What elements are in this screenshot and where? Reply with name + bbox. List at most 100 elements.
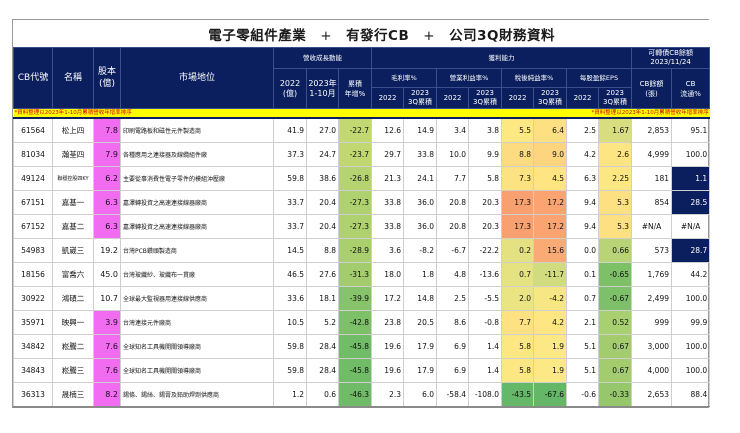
cell-operating-margin-2022[interactable]: -58.4 — [436, 382, 469, 407]
cell-eps-2022[interactable]: -0.6 — [566, 382, 599, 407]
cell-market-position[interactable]: 各種應用之連接器及線纜組件廠 — [120, 142, 274, 167]
table-row[interactable]: 30922 鴻碩二 10.7 全球最大監視器用連接線供應商 33.6 18.1 -39.9 1… — [13, 286, 711, 311]
cell-eps-2022[interactable]: 6.3 — [566, 166, 599, 191]
cell-revenue-2022[interactable]: 37.3 — [273, 142, 307, 167]
cell-revenue-yoy[interactable]: -45.8 — [338, 334, 372, 359]
cell-revenue-2023[interactable]: 20.4 — [306, 214, 339, 239]
cell-cb-balance[interactable]: 573 — [631, 238, 672, 263]
cell-operating-margin-2023[interactable]: -5.5 — [468, 286, 502, 311]
cell-eps-2022[interactable]: 0.1 — [566, 262, 599, 287]
cell-cb-balance[interactable]: 999 — [631, 310, 672, 335]
cell-revenue-2022[interactable]: 10.5 — [273, 310, 307, 335]
cell-cb-balance[interactable]: 2,853 — [631, 117, 672, 143]
cell-revenue-yoy[interactable]: -31.3 — [338, 262, 372, 287]
cell-operating-margin-2022[interactable]: 7.7 — [436, 166, 469, 191]
cell-eps-2022[interactable]: 0.7 — [566, 286, 599, 311]
cell-eps-2023[interactable]: 5.3 — [598, 214, 632, 239]
cell-revenue-2023[interactable]: 18.1 — [306, 286, 339, 311]
cell-market-position[interactable]: 台灣玻纖紗、玻纖布一貫廠 — [120, 262, 274, 287]
cell-net-margin-2022[interactable]: 17.3 — [501, 214, 534, 239]
cell-net-margin-2022[interactable]: 5.8 — [501, 358, 534, 383]
cell-net-margin-2022[interactable]: 7.3 — [501, 166, 534, 191]
cell-cb-float[interactable]: 88.4 — [670, 382, 711, 407]
cell-eps-2022[interactable]: 5.1 — [566, 358, 599, 383]
cell-cb-balance[interactable]: 1,769 — [631, 262, 672, 287]
cell-net-margin-2023[interactable]: -4.2 — [533, 286, 567, 311]
cell-market-position[interactable]: 主要從事消費性電子零件的模組沖壓廠 — [120, 166, 274, 191]
cell-net-margin-2022[interactable]: 7.7 — [501, 310, 534, 335]
cell-gross-margin-2023[interactable]: 36.0 — [403, 214, 437, 239]
table-row[interactable]: 61564 松上四 7.8 印刷電路板和磁性元件製造商 41.9 27.0 -22.7 12.… — [13, 117, 711, 143]
cell-revenue-yoy[interactable]: -39.9 — [338, 286, 372, 311]
cell-gross-margin-2022[interactable]: 33.8 — [371, 214, 404, 239]
table-row[interactable]: 34843 崧騰三 7.6 全球知名工具機開關領導廠商 59.8 28.4 -45.8 19.… — [13, 358, 711, 383]
cell-market-position[interactable]: 全球知名工具機開關領導廠商 — [120, 334, 274, 359]
cell-operating-margin-2022[interactable]: 20.8 — [436, 190, 469, 215]
cell-revenue-2023[interactable]: 5.2 — [306, 310, 339, 335]
cell-capital[interactable]: 7.9 — [93, 142, 121, 167]
cell-eps-2022[interactable]: 9.4 — [566, 190, 599, 215]
cell-revenue-2023[interactable]: 20.4 — [306, 190, 339, 215]
cell-eps-2022[interactable]: 0.0 — [566, 238, 599, 263]
cell-revenue-2023[interactable]: 0.6 — [306, 382, 339, 407]
cell-operating-margin-2022[interactable]: 10.0 — [436, 142, 469, 167]
cell-net-margin-2022[interactable]: 0.2 — [501, 238, 534, 263]
cell-operating-margin-2022[interactable]: 6.9 — [436, 334, 469, 359]
cell-revenue-2023[interactable]: 24.7 — [306, 142, 339, 167]
cell-operating-margin-2022[interactable]: 4.8 — [436, 262, 469, 287]
cell-revenue-yoy[interactable]: -28.9 — [338, 238, 372, 263]
cell-operating-margin-2023[interactable]: -108.0 — [468, 382, 502, 407]
cell-eps-2023[interactable]: 0.66 — [598, 238, 632, 263]
cell-cb-float[interactable]: #N/A — [670, 214, 711, 239]
cell-gross-margin-2022[interactable]: 23.8 — [371, 310, 404, 335]
cell-revenue-2022[interactable]: 46.5 — [273, 262, 307, 287]
cell-cb-code[interactable]: 34842 — [13, 334, 53, 359]
cell-revenue-2022[interactable]: 59.8 — [273, 166, 307, 191]
cell-operating-margin-2023[interactable]: 3.8 — [468, 117, 502, 143]
cell-net-margin-2022[interactable]: 0.7 — [501, 262, 534, 287]
cell-gross-margin-2022[interactable]: 2.3 — [371, 382, 404, 407]
cell-capital[interactable]: 10.7 — [93, 286, 121, 311]
cell-net-margin-2023[interactable]: 9.0 — [533, 142, 567, 167]
cell-eps-2023[interactable]: 5.3 — [598, 190, 632, 215]
table-row[interactable]: 54983 凱崴三 19.2 台灣PCB鑽頭製造商 14.5 8.8 -28.9 3.6 -8.… — [13, 238, 711, 263]
cell-gross-margin-2022[interactable]: 12.6 — [371, 117, 404, 143]
cell-eps-2023[interactable]: 2.6 — [598, 142, 632, 167]
table-row[interactable]: 36313 晟楠三 8.2 錫條、錫絲、錫膏及鉛助焊劑供應商 1.2 0.6 -46.3 2.… — [13, 382, 711, 407]
cell-revenue-2022[interactable]: 41.9 — [273, 117, 307, 143]
cell-cb-float[interactable]: 1.1 — [670, 166, 711, 191]
cell-net-margin-2023[interactable]: 1.9 — [533, 358, 567, 383]
cell-revenue-2023[interactable]: 8.8 — [306, 238, 339, 263]
cell-market-position[interactable]: 全球最大監視器用連接線供應商 — [120, 286, 274, 311]
cell-cb-balance[interactable]: 4,000 — [631, 358, 672, 383]
cell-name[interactable]: 映興一 — [52, 310, 94, 335]
cell-revenue-yoy[interactable]: -27.3 — [338, 190, 372, 215]
cell-net-margin-2023[interactable]: 4.2 — [533, 310, 567, 335]
cell-revenue-2022[interactable]: 1.2 — [273, 382, 307, 407]
cell-operating-margin-2023[interactable]: -0.8 — [468, 310, 502, 335]
cell-eps-2023[interactable]: 2.25 — [598, 166, 632, 191]
cell-revenue-2023[interactable]: 28.4 — [306, 358, 339, 383]
cell-operating-margin-2023[interactable]: 20.3 — [468, 190, 502, 215]
cell-market-position[interactable]: 錫條、錫絲、錫膏及鉛助焊劑供應商 — [120, 382, 274, 407]
cell-revenue-2022[interactable]: 59.8 — [273, 358, 307, 383]
cell-name[interactable]: 聯穩控股四KY — [52, 166, 94, 191]
cell-cb-balance[interactable]: 3,000 — [631, 334, 672, 359]
cell-operating-margin-2022[interactable]: 3.4 — [436, 117, 469, 143]
cell-revenue-yoy[interactable]: -22.7 — [338, 117, 372, 143]
cell-name[interactable]: 崧騰二 — [52, 334, 94, 359]
cell-net-margin-2023[interactable]: 4.5 — [533, 166, 567, 191]
cell-cb-float[interactable]: 28.7 — [670, 238, 711, 263]
cell-net-margin-2022[interactable]: -43.5 — [501, 382, 534, 407]
cell-name[interactable]: 崧騰三 — [52, 358, 94, 383]
cell-cb-float[interactable]: 99.9 — [670, 310, 711, 335]
cell-revenue-2023[interactable]: 28.4 — [306, 334, 339, 359]
cell-net-margin-2023[interactable]: 6.4 — [533, 117, 567, 143]
cell-market-position[interactable]: 嘉澤轉投資之高速連接線器廠商 — [120, 190, 274, 215]
cell-capital[interactable]: 6.3 — [93, 190, 121, 215]
cell-cb-balance[interactable]: 181 — [631, 166, 672, 191]
cell-operating-margin-2023[interactable]: 9.9 — [468, 142, 502, 167]
cell-name[interactable]: 鴻碩二 — [52, 286, 94, 311]
cell-eps-2023[interactable]: -0.33 — [598, 382, 632, 407]
cell-cb-balance[interactable]: 2,499 — [631, 286, 672, 311]
